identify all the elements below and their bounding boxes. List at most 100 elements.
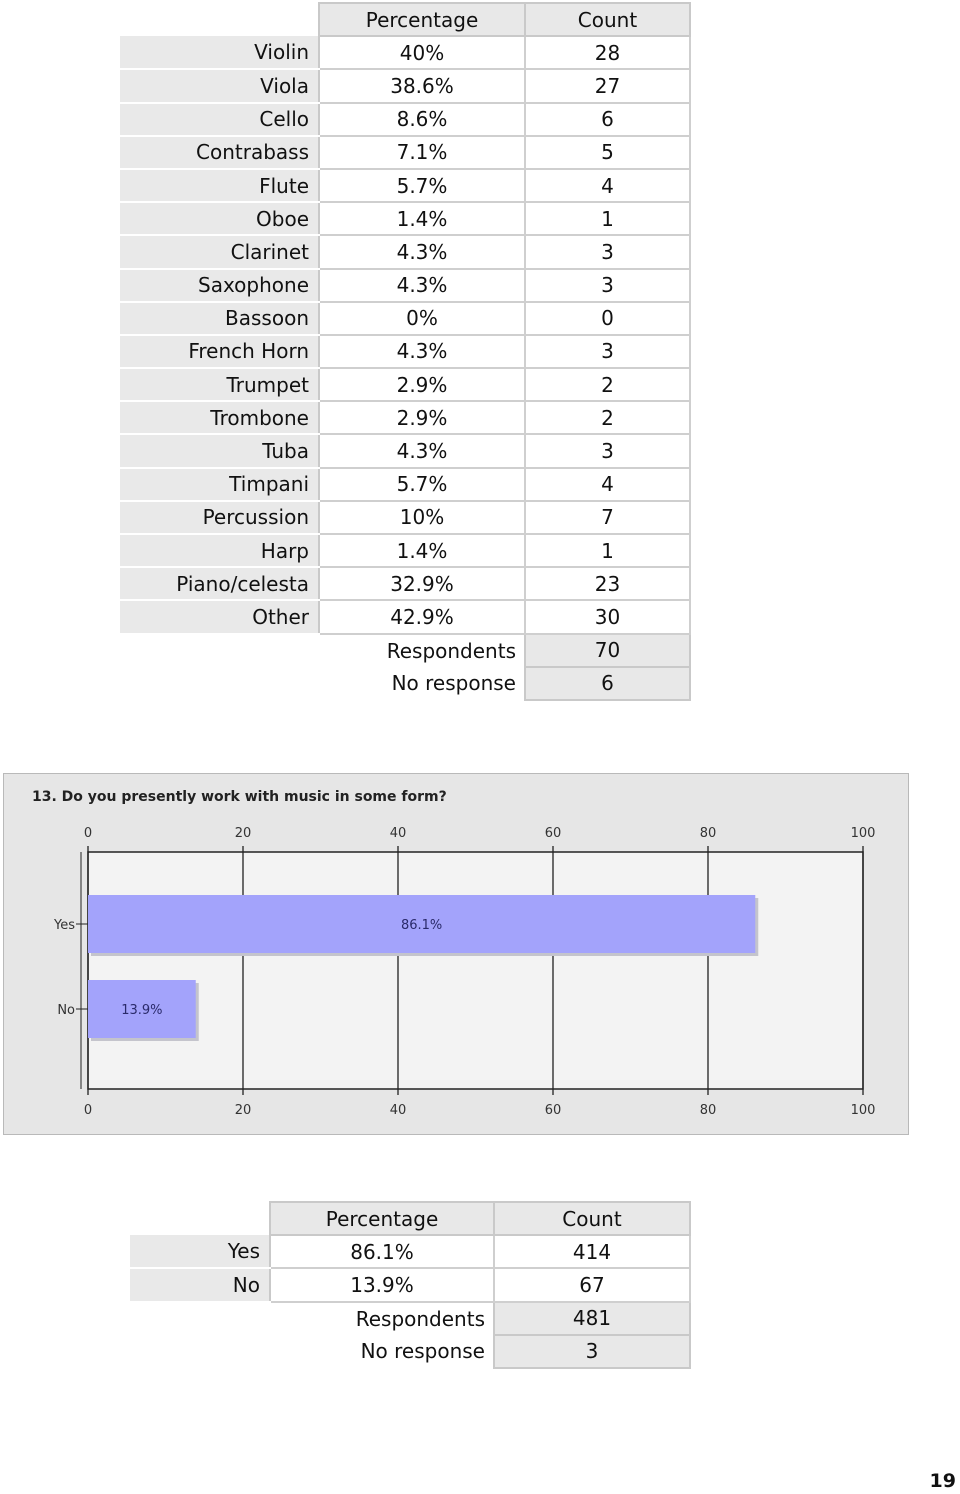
table-header-row: Percentage Count (120, 1, 691, 38)
table-row: Tuba 4.3% 3 (120, 433, 691, 469)
tick-label-bottom: 0 (84, 1103, 92, 1118)
row-label: Piano/celesta (120, 567, 320, 602)
row-percentage: 10% (318, 499, 526, 536)
table-row: Other 42.9% 30 (120, 599, 691, 635)
table-row: Yes 86.1% 414 (130, 1234, 691, 1270)
table-row: Percussion 10% 7 (120, 499, 691, 536)
row-percentage: 42.9% (318, 599, 526, 635)
row-count: 6 (524, 101, 691, 137)
tick-label-top: 100 (851, 826, 876, 841)
column-header-count: Count (493, 1200, 691, 1237)
row-count: 67 (493, 1267, 691, 1303)
table-row: Piano/celesta 32.9% 23 (120, 566, 691, 602)
row-label: Violin (120, 36, 320, 71)
bar-no (88, 980, 196, 1038)
respondents-label: Respondents (386, 638, 516, 663)
tick-label-top: 80 (700, 826, 717, 841)
table-row: Contrabass 7.1% 5 (120, 134, 691, 170)
tick-label-bottom: 20 (235, 1103, 252, 1118)
row-label: Yes (130, 1235, 271, 1270)
table-row: Viola 38.6% 27 (120, 68, 691, 104)
table-row: Bassoon 0% 0 (120, 300, 691, 336)
tick-label-top: 20 (235, 826, 252, 841)
row-percentage: 4.3% (318, 267, 526, 303)
row-label: Bassoon (120, 301, 320, 336)
row-label: Trombone (120, 401, 320, 436)
row-percentage: 2.9% (318, 367, 526, 403)
instrument-table: Percentage Count Violin 40% 28 Viola 38.6% 27 Ce… (120, 1, 691, 701)
row-count: 1 (524, 201, 691, 237)
row-label: Harp (120, 534, 320, 569)
category-label: No (57, 1003, 75, 1018)
column-header-count: Count (524, 1, 691, 38)
row-label: French Horn (120, 334, 320, 370)
bar-chart-svg: 13. Do you presently work with music in … (32, 789, 876, 1118)
row-percentage: 2.9% (318, 400, 526, 436)
row-label: Tuba (120, 434, 320, 469)
row-count: 3 (524, 234, 691, 270)
no-response-label: No response (360, 1339, 485, 1364)
row-count: 1 (524, 532, 691, 569)
row-label: Saxophone (120, 268, 320, 303)
row-count: 3 (524, 333, 691, 370)
column-header-percentage: Percentage (318, 1, 526, 38)
row-percentage: 13.9% (269, 1267, 495, 1303)
row-count: 30 (524, 599, 691, 635)
row-percentage: 4.3% (318, 234, 526, 270)
no-response-label: No response (391, 671, 516, 696)
row-label: Other (120, 600, 320, 635)
row-percentage: 5.7% (318, 466, 526, 502)
table-row: Clarinet 4.3% 3 (120, 234, 691, 270)
category-label: Yes (53, 918, 75, 933)
row-count: 2 (524, 400, 691, 436)
header-spacer (130, 1202, 270, 1235)
no-response-value: 6 (524, 665, 691, 701)
table-row: Saxophone 4.3% 3 (120, 267, 691, 303)
respondents-label: Respondents (355, 1306, 485, 1331)
row-count: 28 (524, 35, 691, 71)
row-percentage: 1.4% (318, 532, 526, 569)
footer-spacer (120, 667, 319, 700)
tick-label-bottom: 60 (545, 1103, 562, 1118)
row-percentage: 4.3% (318, 433, 526, 469)
row-label: Oboe (120, 202, 320, 237)
no-response-value: 3 (493, 1333, 691, 1369)
work-with-music-chart: 13. Do you presently work with music in … (3, 773, 909, 1135)
row-percentage: 5.7% (318, 167, 526, 204)
page-number: 19 (929, 1470, 956, 1492)
row-count: 3 (524, 267, 691, 303)
respondents-value: 481 (493, 1300, 691, 1336)
table-row: Violin 40% 28 (120, 35, 691, 71)
row-count: 7 (524, 499, 691, 536)
tick-label-top: 40 (390, 826, 407, 841)
row-count: 2 (524, 367, 691, 403)
respondents-row: Respondents 481 (130, 1300, 691, 1336)
row-label: Viola (120, 69, 320, 104)
row-percentage: 1.4% (318, 201, 526, 237)
footer-spacer (130, 1335, 270, 1368)
respondents-value: 70 (524, 632, 691, 668)
row-count: 4 (524, 167, 691, 204)
no-response-row: No response 3 (130, 1333, 691, 1369)
table-row: Harp 1.4% 1 (120, 532, 691, 569)
table-row: Flute 5.7% 4 (120, 167, 691, 204)
no-response-row: No response 6 (120, 665, 691, 701)
row-percentage: 38.6% (318, 68, 526, 104)
row-percentage: 0% (318, 300, 526, 336)
row-count: 3 (524, 433, 691, 469)
chart-title: 13. Do you presently work with music in … (32, 789, 447, 805)
table-row: Oboe 1.4% 1 (120, 201, 691, 237)
tick-label-bottom: 100 (851, 1103, 876, 1118)
row-percentage: 8.6% (318, 101, 526, 137)
table-row: No 13.9% 67 (130, 1267, 691, 1303)
row-label: Timpani (120, 467, 320, 502)
table-header-row: Percentage Count (130, 1200, 691, 1237)
footer-spacer (120, 634, 319, 667)
row-percentage: 40% (318, 35, 526, 71)
plot-area (87, 851, 864, 1090)
table-row: French Horn 4.3% 3 (120, 333, 691, 370)
row-label: Trumpet (120, 368, 320, 403)
row-percentage: 4.3% (318, 333, 526, 370)
row-label: Clarinet (120, 235, 320, 270)
row-label: Cello (120, 102, 320, 137)
